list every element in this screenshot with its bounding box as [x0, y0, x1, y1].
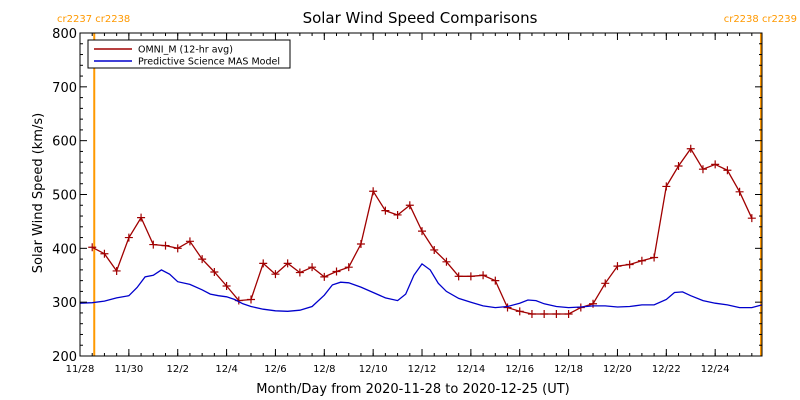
y-tick-label: 300 [52, 296, 77, 311]
y-tick-label: 600 [52, 135, 77, 150]
data-point-marker [369, 187, 378, 196]
data-point-marker [637, 256, 646, 265]
data-point-marker [527, 310, 536, 319]
data-point-marker [393, 210, 402, 219]
x-tick-label: 12/14 [456, 364, 485, 375]
y-tick-label: 200 [52, 350, 77, 365]
data-point-marker [674, 161, 683, 170]
data-point-marker [320, 272, 329, 281]
y-tick-label: 800 [52, 27, 77, 42]
x-tick-label: 12/8 [313, 364, 335, 375]
y-tick-label: 500 [52, 189, 77, 204]
data-point-marker [247, 295, 256, 304]
data-point-marker [698, 165, 707, 174]
x-tick-label: 12/12 [408, 364, 437, 375]
data-point-marker [723, 166, 732, 175]
series-omni [88, 144, 756, 319]
data-point-marker [295, 268, 304, 277]
y-tick-label: 700 [52, 81, 77, 96]
data-point-marker [210, 268, 219, 277]
carrington-rotation-label: cr2238 cr2239 [724, 14, 797, 25]
data-point-marker [491, 276, 500, 285]
x-tick-label: 12/2 [166, 364, 188, 375]
data-point-marker [625, 260, 634, 269]
data-point-marker [283, 259, 292, 268]
data-point-marker [552, 310, 561, 319]
series-mas-model [79, 262, 763, 312]
series-line [79, 262, 763, 312]
data-point-marker [100, 249, 109, 258]
data-point-marker [650, 253, 659, 262]
data-point-marker [686, 144, 695, 153]
x-tick-label: 12/20 [603, 364, 632, 375]
legend-entry-label: OMNI_M (12-hr avg) [138, 45, 233, 56]
plot-frame [79, 32, 763, 357]
x-tick-label: 12/4 [215, 364, 237, 375]
data-point-marker [613, 262, 622, 271]
data-point-marker [564, 310, 573, 319]
data-point-marker [405, 201, 414, 210]
data-point-marker [344, 263, 353, 272]
data-point-marker [711, 160, 720, 169]
data-point-marker [418, 227, 427, 236]
x-tick-label: 11/30 [114, 364, 143, 375]
legend: OMNI_M (12-hr avg)Predictive Science MAS… [87, 39, 291, 69]
x-tick-label: 11/28 [66, 364, 95, 375]
data-point-marker [430, 245, 439, 254]
data-point-marker [112, 266, 121, 275]
x-tick-label: 12/22 [652, 364, 681, 375]
axes: 200 300 400 500 600 700 800 11/28 11/30 12/2 12/4 1… [52, 27, 762, 375]
data-point-marker [173, 244, 182, 253]
data-point-marker [332, 267, 341, 276]
data-point-marker [503, 303, 512, 312]
data-point-marker [735, 187, 744, 196]
chart-title: Solar Wind Speed Comparisons [303, 9, 538, 27]
y-axis-label: Solar Wind Speed (km/s) [31, 113, 46, 273]
data-point-marker [137, 213, 146, 222]
data-point-marker [747, 214, 756, 223]
data-point-marker [124, 233, 133, 242]
data-point-marker [381, 206, 390, 215]
data-point-marker [356, 240, 365, 249]
data-point-marker [540, 310, 549, 319]
data-point-marker [222, 282, 231, 291]
data-point-marker [601, 279, 610, 288]
legend-box [87, 39, 291, 69]
data-point-marker [271, 270, 280, 279]
data-point-marker [662, 182, 671, 191]
data-point-marker [161, 241, 170, 250]
x-tick-label: 12/24 [701, 364, 730, 375]
x-axis-label: Month/Day from 2020-11-28 to 2020-12-25 … [256, 382, 569, 397]
x-tick-label: 12/18 [554, 364, 583, 375]
data-series [79, 144, 763, 319]
x-tick-label: 12/16 [505, 364, 534, 375]
data-point-marker [198, 255, 207, 264]
y-tick-label: 400 [52, 242, 77, 257]
data-point-marker [442, 257, 451, 266]
x-tick-label: 12/10 [359, 364, 388, 375]
x-tick-label: 12/6 [264, 364, 286, 375]
data-point-marker [259, 259, 268, 268]
data-point-marker [185, 237, 194, 246]
data-point-marker [466, 272, 475, 281]
carrington-rotation-label: cr2237 cr2238 [57, 14, 130, 25]
data-point-marker [515, 307, 524, 316]
data-point-marker [479, 271, 488, 280]
data-point-marker [88, 243, 97, 252]
legend-entry-label: Predictive Science MAS Model [138, 57, 280, 68]
data-point-marker [149, 240, 158, 249]
data-point-marker [454, 272, 463, 281]
data-point-marker [308, 263, 317, 272]
